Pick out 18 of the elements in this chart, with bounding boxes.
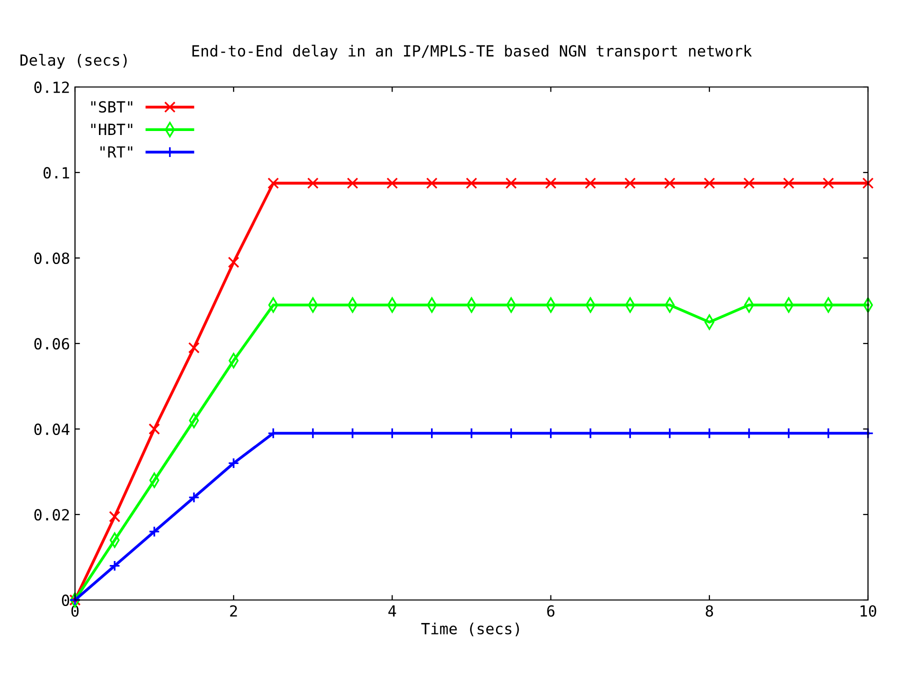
y-axis-title: Delay (secs) (20, 54, 127, 69)
y-tick-label: 0.06 (34, 338, 70, 350)
x-tick-label: 6 (547, 605, 554, 617)
y-tick-label: 0.02 (34, 509, 69, 521)
y-tick-label: 0.12 (34, 82, 69, 94)
y-tick-label: 0 (62, 594, 70, 606)
legend-label: "SBT" (91, 101, 132, 113)
x-tick-label: 8 (706, 605, 714, 617)
y-tick-label: 0.08 (34, 252, 70, 264)
legend-label: "HBT" (91, 124, 132, 135)
y-tick-label: 0.1 (44, 167, 70, 179)
x-tick-label: 2 (230, 605, 237, 617)
chart-title: End-to-End delay in an IP/MPLS-TE based NGN transport network (192, 44, 752, 60)
legend-label: "RT" (100, 146, 132, 158)
y-tick-label: 0.04 (34, 424, 70, 436)
x-axis-title: Time (secs) (421, 622, 519, 636)
x-tick-label: 10 (860, 605, 876, 617)
x-tick-label: 4 (388, 605, 396, 617)
